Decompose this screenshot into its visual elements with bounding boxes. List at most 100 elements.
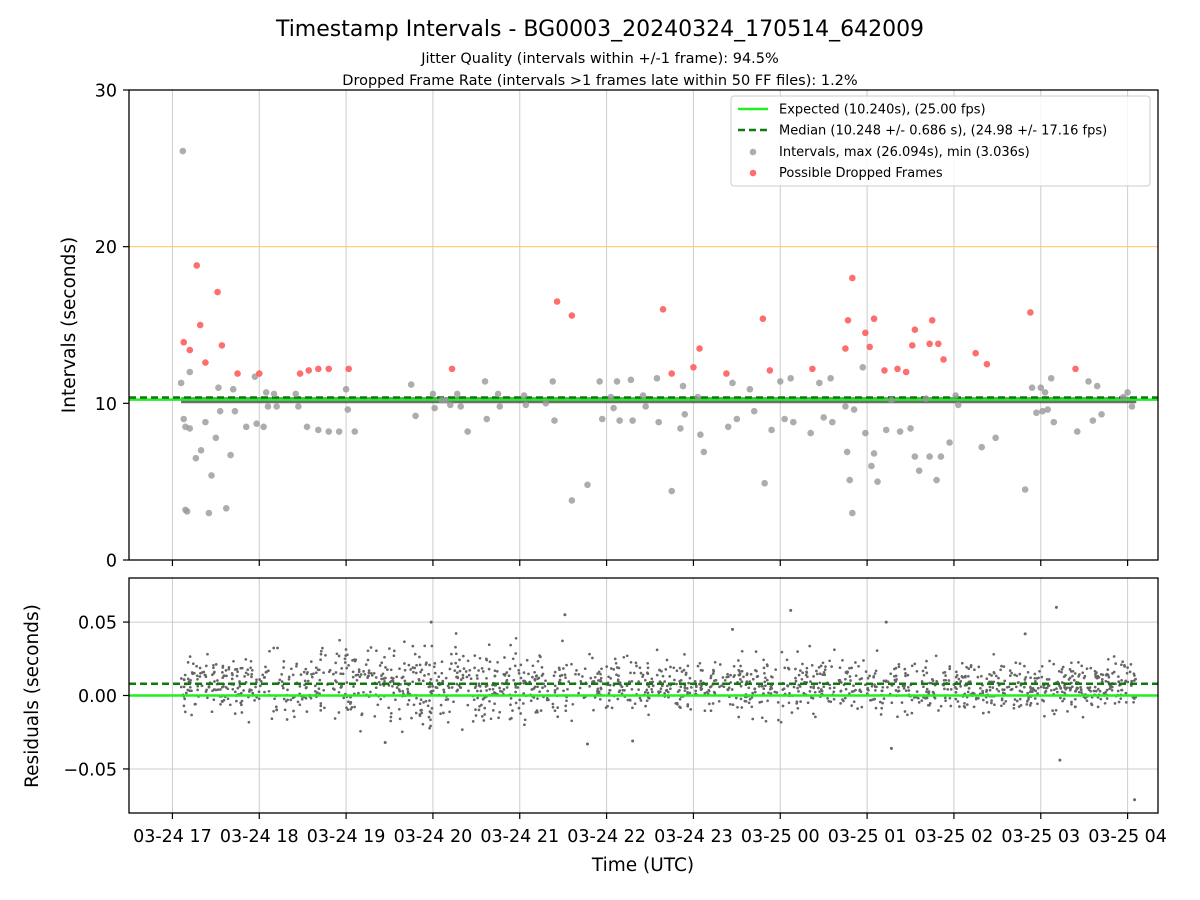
residual-point bbox=[194, 702, 197, 706]
residual-point bbox=[1068, 676, 1072, 680]
residual-point bbox=[305, 686, 308, 689]
residual-point bbox=[910, 664, 914, 668]
residual-point bbox=[764, 684, 767, 688]
residual-point bbox=[319, 649, 323, 653]
residual-point bbox=[514, 701, 518, 705]
residual-point bbox=[182, 704, 186, 708]
residual-point bbox=[394, 698, 397, 702]
residual-point bbox=[204, 664, 208, 668]
residual-point bbox=[1107, 675, 1111, 679]
residual-point bbox=[1070, 685, 1074, 689]
residual-point bbox=[1012, 703, 1016, 707]
residual-point bbox=[696, 664, 700, 668]
residual-point bbox=[797, 690, 800, 693]
residual-point bbox=[596, 687, 600, 691]
residual-point bbox=[796, 706, 800, 710]
residual-point bbox=[948, 665, 952, 668]
interval-point bbox=[549, 378, 557, 385]
residual-point bbox=[264, 665, 267, 669]
residual-point bbox=[592, 708, 595, 712]
residual-point bbox=[295, 664, 298, 668]
residual-point bbox=[428, 699, 431, 702]
residual-point bbox=[588, 685, 591, 688]
residual-point bbox=[1036, 702, 1039, 706]
interval-point bbox=[205, 509, 213, 517]
residual-point bbox=[698, 682, 701, 686]
residual-point bbox=[848, 666, 851, 670]
residual-point bbox=[1124, 691, 1128, 695]
interval-point bbox=[342, 385, 350, 393]
residual-point bbox=[967, 687, 971, 690]
residual-point bbox=[732, 675, 736, 679]
residual-point bbox=[739, 664, 742, 668]
residual-point bbox=[850, 690, 854, 693]
residual-point bbox=[536, 685, 539, 689]
residual-point bbox=[650, 690, 654, 694]
residual-point bbox=[788, 692, 791, 695]
residual-point bbox=[906, 713, 909, 717]
residual-point bbox=[689, 686, 693, 689]
residual-point bbox=[1098, 689, 1102, 693]
residual-point bbox=[965, 665, 968, 669]
residual-point bbox=[540, 666, 544, 669]
residual-point bbox=[770, 687, 774, 690]
interval-point bbox=[768, 426, 775, 434]
residual-point bbox=[801, 671, 805, 675]
residual-point bbox=[411, 644, 415, 648]
residual-point bbox=[683, 653, 686, 656]
dropped-frame-point bbox=[255, 370, 263, 377]
residual-point bbox=[726, 672, 729, 676]
residual-point bbox=[287, 677, 291, 681]
interval-point bbox=[1041, 389, 1049, 396]
residual-point bbox=[1132, 700, 1135, 704]
dropped-frame-point bbox=[849, 274, 856, 282]
residual-point bbox=[931, 679, 935, 682]
residual-point bbox=[258, 678, 261, 681]
residual-point bbox=[533, 670, 536, 674]
dropped-frame-point bbox=[935, 340, 942, 348]
residual-point bbox=[873, 683, 876, 686]
residual-point bbox=[482, 719, 486, 722]
residual-point bbox=[985, 677, 989, 681]
residual-point bbox=[1040, 664, 1044, 668]
residual-point bbox=[760, 716, 764, 720]
residual-point bbox=[1112, 655, 1116, 658]
residual-point bbox=[446, 720, 450, 724]
residual-point bbox=[420, 668, 424, 672]
interval-point bbox=[229, 385, 237, 393]
residual-point bbox=[500, 682, 504, 685]
residual-point bbox=[917, 701, 921, 704]
residual-point bbox=[534, 674, 538, 678]
residual-point bbox=[1070, 661, 1073, 665]
residual-point bbox=[455, 689, 459, 693]
residual-point bbox=[250, 675, 253, 679]
residual-point bbox=[189, 679, 192, 682]
residual-point bbox=[808, 690, 812, 693]
residual-point bbox=[873, 672, 877, 675]
residual-point bbox=[553, 688, 557, 692]
residual-point bbox=[634, 661, 638, 665]
interval-point bbox=[231, 407, 239, 415]
residual-point bbox=[1026, 670, 1030, 674]
dropped-frame-point bbox=[696, 345, 703, 352]
residual-point bbox=[452, 700, 455, 704]
interval-point bbox=[1093, 382, 1101, 390]
residual-point bbox=[949, 688, 953, 691]
residual-point bbox=[797, 673, 801, 677]
residual-point bbox=[830, 665, 833, 668]
interval-point bbox=[750, 407, 758, 415]
residual-point bbox=[1100, 678, 1104, 681]
dropped-frame-point bbox=[766, 367, 774, 374]
legend-intervals-swatch bbox=[749, 148, 757, 156]
residual-point bbox=[499, 689, 502, 693]
residual-point bbox=[498, 710, 502, 714]
residual-point bbox=[645, 688, 649, 692]
residual-point bbox=[268, 649, 271, 653]
residual-point bbox=[377, 680, 381, 684]
residual-point bbox=[629, 671, 632, 675]
residual-outlier-point bbox=[1058, 758, 1062, 762]
residual-point bbox=[991, 686, 995, 689]
residual-point bbox=[190, 671, 194, 674]
residual-point bbox=[964, 674, 967, 678]
interval-point bbox=[694, 393, 702, 401]
